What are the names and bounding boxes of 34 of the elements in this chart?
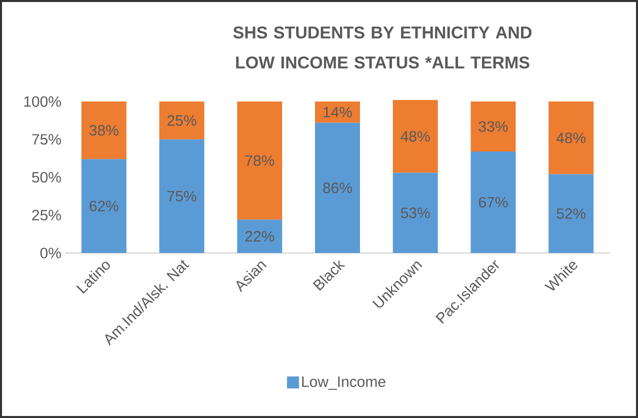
data-label: 14%	[324, 106, 352, 118]
chart-title: SHS STUDENTS BY ETHNICITY AND LOW INCOME STATUS *ALL TERMS	[233, 26, 532, 69]
y-tick-label: 50%	[32, 172, 61, 183]
bar	[159, 102, 204, 140]
bar	[392, 100, 438, 173]
data-label: 25%	[168, 115, 196, 126]
data-label: 48%	[400, 131, 430, 142]
bar	[548, 102, 594, 174]
y-tick-label: 100%	[24, 96, 61, 107]
data-label: 86%	[323, 182, 352, 194]
bar	[237, 102, 282, 220]
legend-label: Low_Income	[302, 376, 386, 390]
data-label: 48%	[556, 132, 586, 144]
data-label: 22%	[245, 231, 274, 242]
bar	[470, 152, 516, 253]
y-tick-label: 75%	[32, 134, 61, 145]
bar	[81, 159, 126, 253]
data-label: 78%	[245, 155, 274, 166]
data-label: 75%	[168, 190, 196, 202]
bar	[237, 220, 282, 253]
y-tick-label: 25%	[32, 210, 61, 220]
data-label: 53%	[400, 208, 430, 218]
data-label: 52%	[556, 208, 586, 219]
bar	[159, 139, 204, 253]
bar	[392, 172, 438, 253]
bar	[548, 174, 594, 253]
data-label: 62%	[90, 200, 118, 212]
data-label: 33%	[478, 121, 508, 132]
y-tick-label: 0%	[40, 248, 61, 258]
data-label: 67%	[478, 196, 508, 208]
bar	[315, 122, 360, 253]
bar	[470, 102, 516, 152]
data-label: 38%	[89, 124, 118, 136]
bar	[81, 102, 126, 160]
